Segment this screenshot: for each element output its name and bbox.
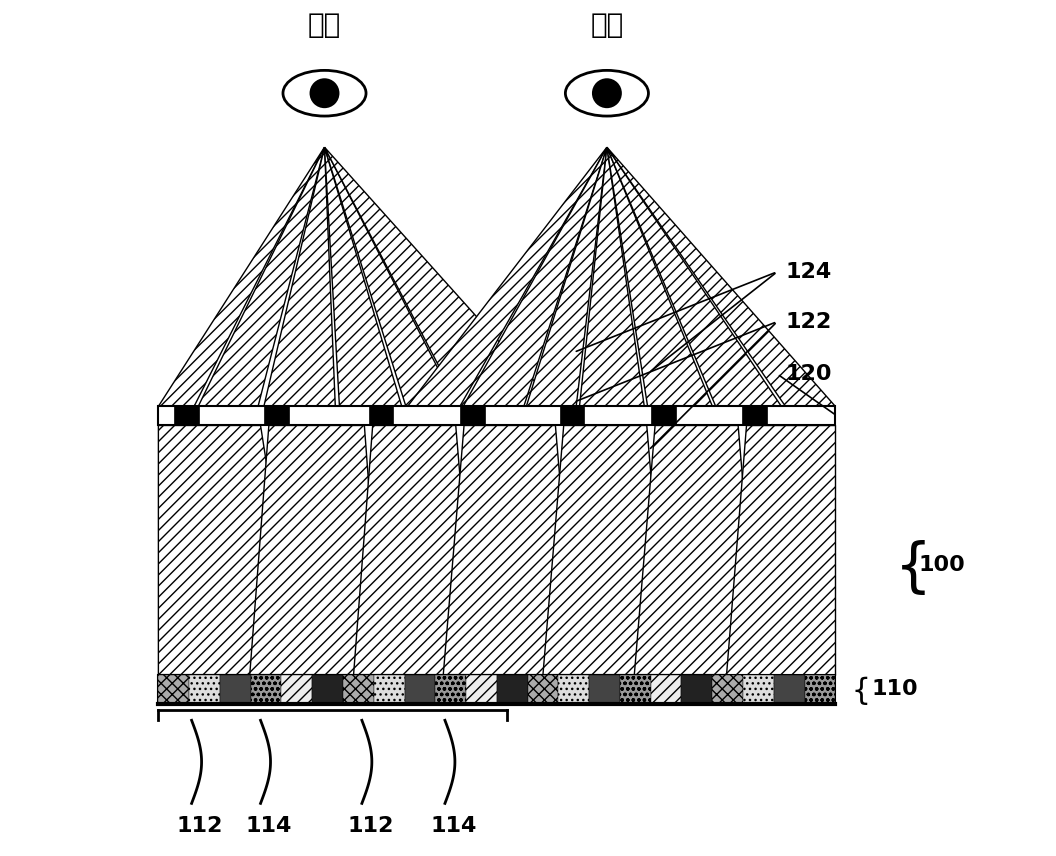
- Polygon shape: [264, 407, 288, 425]
- Polygon shape: [324, 147, 558, 407]
- Polygon shape: [158, 147, 324, 407]
- Polygon shape: [435, 675, 466, 704]
- Polygon shape: [589, 675, 620, 704]
- Polygon shape: [607, 147, 781, 407]
- Polygon shape: [250, 675, 282, 704]
- Polygon shape: [174, 407, 200, 425]
- Text: 100: 100: [919, 555, 965, 574]
- Polygon shape: [725, 425, 835, 675]
- Ellipse shape: [283, 70, 366, 116]
- Text: 114: 114: [430, 816, 476, 835]
- Text: }: }: [845, 675, 865, 704]
- Text: 110: 110: [872, 679, 919, 699]
- Polygon shape: [444, 425, 577, 675]
- Polygon shape: [374, 675, 404, 704]
- Polygon shape: [559, 675, 589, 704]
- Polygon shape: [497, 675, 528, 704]
- Text: }: }: [881, 536, 918, 593]
- Polygon shape: [369, 407, 394, 425]
- Polygon shape: [650, 407, 676, 425]
- Polygon shape: [199, 147, 324, 407]
- Polygon shape: [324, 147, 457, 407]
- Text: 112: 112: [347, 816, 394, 835]
- Polygon shape: [681, 675, 712, 704]
- Text: 左眼: 左眼: [590, 11, 623, 39]
- Text: 122: 122: [786, 312, 832, 331]
- Circle shape: [309, 78, 339, 108]
- Polygon shape: [250, 425, 382, 675]
- Polygon shape: [580, 147, 644, 407]
- Polygon shape: [805, 675, 835, 704]
- Text: 右眼: 右眼: [308, 11, 341, 39]
- Polygon shape: [404, 675, 435, 704]
- Text: 112: 112: [176, 816, 223, 835]
- Polygon shape: [528, 675, 559, 704]
- Polygon shape: [343, 675, 374, 704]
- Polygon shape: [650, 675, 681, 704]
- Polygon shape: [189, 675, 220, 704]
- Polygon shape: [408, 147, 607, 407]
- Polygon shape: [560, 407, 584, 425]
- Polygon shape: [354, 425, 476, 675]
- Polygon shape: [264, 147, 336, 407]
- Polygon shape: [158, 675, 189, 704]
- Polygon shape: [607, 147, 835, 407]
- Polygon shape: [526, 147, 607, 407]
- Circle shape: [592, 78, 622, 108]
- Polygon shape: [466, 675, 497, 704]
- Polygon shape: [774, 675, 805, 704]
- Polygon shape: [464, 147, 607, 407]
- Polygon shape: [607, 147, 713, 407]
- Polygon shape: [220, 675, 250, 704]
- Polygon shape: [282, 675, 313, 704]
- Text: 114: 114: [246, 816, 293, 835]
- Text: 120: 120: [786, 364, 832, 384]
- Polygon shape: [158, 407, 835, 425]
- Polygon shape: [635, 425, 759, 675]
- Ellipse shape: [565, 70, 648, 116]
- Polygon shape: [324, 147, 401, 407]
- Polygon shape: [313, 675, 343, 704]
- Polygon shape: [620, 675, 650, 704]
- Polygon shape: [743, 675, 774, 704]
- Polygon shape: [742, 407, 768, 425]
- Polygon shape: [158, 425, 300, 675]
- Text: 124: 124: [786, 262, 832, 282]
- Polygon shape: [543, 425, 667, 675]
- Polygon shape: [712, 675, 743, 704]
- Polygon shape: [460, 407, 485, 425]
- Polygon shape: [158, 675, 835, 704]
